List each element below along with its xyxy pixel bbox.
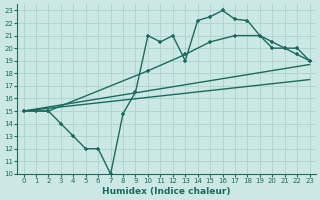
X-axis label: Humidex (Indice chaleur): Humidex (Indice chaleur) (102, 187, 231, 196)
